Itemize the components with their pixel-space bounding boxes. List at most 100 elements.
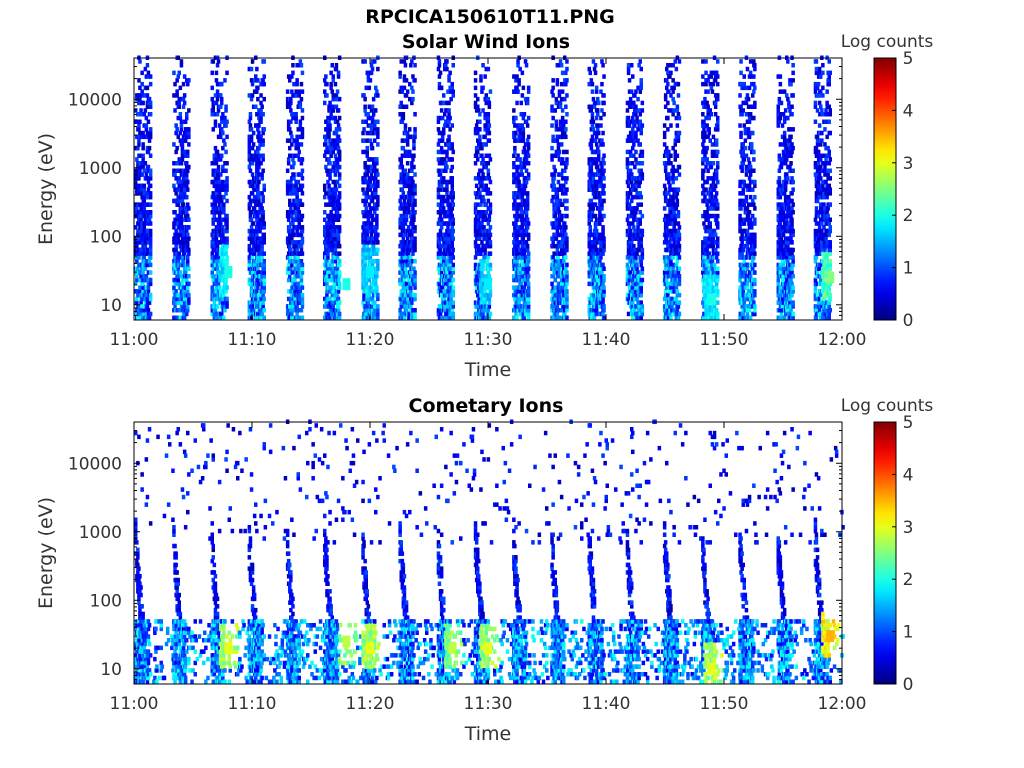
spectrogram-cell bbox=[591, 277, 596, 283]
spectrogram-cell bbox=[331, 74, 335, 79]
spectrogram-cell bbox=[297, 266, 301, 271]
spectrogram-cell bbox=[138, 100, 142, 106]
spectrogram-cell bbox=[210, 243, 214, 249]
spectrogram-cell bbox=[450, 308, 454, 313]
spectrogram-cell bbox=[522, 228, 527, 234]
spectrogram-cell bbox=[370, 115, 375, 121]
spectrogram-cell bbox=[370, 304, 375, 309]
spectrogram-cell bbox=[589, 78, 594, 83]
spectrogram-cell bbox=[520, 213, 525, 219]
spectrogram-cell bbox=[445, 149, 449, 155]
spectrogram-cell bbox=[288, 104, 292, 109]
spectrogram-cell bbox=[564, 191, 568, 196]
spectrogram-cell bbox=[335, 210, 340, 215]
spectrogram-cell bbox=[142, 206, 146, 211]
spectrogram-cell bbox=[591, 176, 596, 181]
spectrogram-cell bbox=[326, 266, 330, 271]
spectrogram-cell bbox=[174, 251, 178, 256]
spectrogram-cell bbox=[552, 304, 556, 309]
spectrogram-cell bbox=[361, 187, 365, 192]
spectrogram-cell bbox=[335, 161, 340, 166]
spectrogram-cell bbox=[521, 127, 526, 132]
spectrogram-cell bbox=[254, 198, 258, 204]
spectrogram-cell bbox=[216, 232, 221, 238]
spectrogram-cell bbox=[256, 183, 260, 189]
spectrogram-cell bbox=[445, 210, 449, 215]
spectrogram-cell bbox=[519, 202, 523, 207]
spectrogram-cell bbox=[411, 157, 415, 162]
spectrogram-cell bbox=[476, 130, 480, 136]
spectrogram-cell bbox=[136, 315, 140, 320]
spectrogram-cell bbox=[326, 255, 330, 260]
spectrogram-cell bbox=[173, 277, 177, 283]
spectrogram-cell bbox=[181, 168, 186, 173]
spectrogram-cell bbox=[298, 104, 303, 109]
spectrogram-cell bbox=[262, 221, 266, 226]
spectrogram-cell bbox=[217, 198, 222, 204]
spectrogram-cell bbox=[361, 300, 365, 305]
spectrogram-cell bbox=[285, 89, 290, 94]
spectrogram-cell bbox=[225, 296, 229, 302]
spectrogram-cell bbox=[517, 78, 521, 83]
spectrogram-cell bbox=[148, 311, 153, 317]
spectrogram-cell bbox=[515, 262, 519, 268]
spectrogram-cell bbox=[473, 266, 478, 271]
spectrogram-cell bbox=[179, 59, 184, 64]
spectrogram-cell bbox=[404, 206, 409, 211]
spectrogram-cell bbox=[442, 259, 446, 264]
spectrogram-cell bbox=[141, 153, 145, 158]
spectrogram-cell bbox=[550, 89, 554, 94]
spectrogram-cell bbox=[332, 274, 337, 279]
spectrogram-cell bbox=[259, 202, 263, 207]
spectrogram-cell bbox=[214, 191, 219, 196]
spectrogram-cell bbox=[587, 243, 591, 249]
spectrogram-cell bbox=[185, 172, 189, 177]
spectrogram-cell bbox=[292, 292, 296, 298]
spectrogram-cell bbox=[516, 176, 520, 181]
spectrogram-cell bbox=[405, 142, 410, 147]
spectrogram-cell bbox=[437, 281, 442, 287]
spectrogram-cell bbox=[255, 123, 259, 128]
spectrogram-cell bbox=[186, 240, 190, 245]
spectrogram-cell bbox=[479, 183, 483, 189]
spectrogram-cell bbox=[365, 149, 369, 155]
spectrogram-cell bbox=[137, 308, 141, 313]
spectrogram-cell bbox=[260, 206, 264, 211]
spectrogram-cell bbox=[255, 161, 259, 166]
spectrogram-cell bbox=[254, 285, 258, 290]
spectrogram-cell bbox=[487, 304, 492, 309]
spectrogram-cell bbox=[487, 296, 492, 302]
spectrogram-cell bbox=[409, 262, 413, 268]
spectrogram-cell bbox=[137, 142, 141, 147]
spectrogram-cell bbox=[443, 198, 447, 204]
spectrogram-cell bbox=[211, 127, 215, 132]
spectrogram-cell bbox=[451, 289, 455, 294]
spectrogram-cell bbox=[488, 179, 493, 185]
spectrogram-cell bbox=[255, 157, 259, 162]
spectrogram-cell bbox=[285, 168, 290, 173]
spectrogram-cell bbox=[178, 228, 183, 234]
spectrogram-cell bbox=[254, 104, 258, 109]
spectrogram-cell bbox=[450, 206, 454, 211]
spectrogram-cell bbox=[445, 266, 449, 271]
spectrogram-cell bbox=[288, 243, 292, 249]
spectrogram-cell bbox=[411, 221, 415, 226]
spectrogram-cell bbox=[140, 183, 144, 189]
spectrogram-cell bbox=[140, 232, 144, 238]
spectrogram-cell bbox=[300, 130, 305, 136]
spectrogram-cell bbox=[413, 240, 417, 245]
spectrogram-cell bbox=[375, 206, 379, 211]
spectrogram-cell bbox=[525, 225, 530, 230]
spectrogram-cell bbox=[247, 164, 252, 170]
spectrogram-cell bbox=[248, 123, 253, 128]
spectrogram-cell bbox=[376, 127, 380, 132]
spectrogram-cell bbox=[371, 281, 376, 287]
spectrogram-cell bbox=[487, 100, 492, 106]
spectrogram-cell bbox=[518, 172, 522, 177]
spectrogram-cell bbox=[486, 112, 491, 117]
spectrogram-cell bbox=[215, 187, 220, 192]
spectrogram-cell bbox=[412, 266, 416, 271]
spectrogram-cell bbox=[405, 138, 410, 143]
spectrogram-cell bbox=[336, 217, 341, 222]
spectrogram-cell bbox=[186, 289, 190, 294]
